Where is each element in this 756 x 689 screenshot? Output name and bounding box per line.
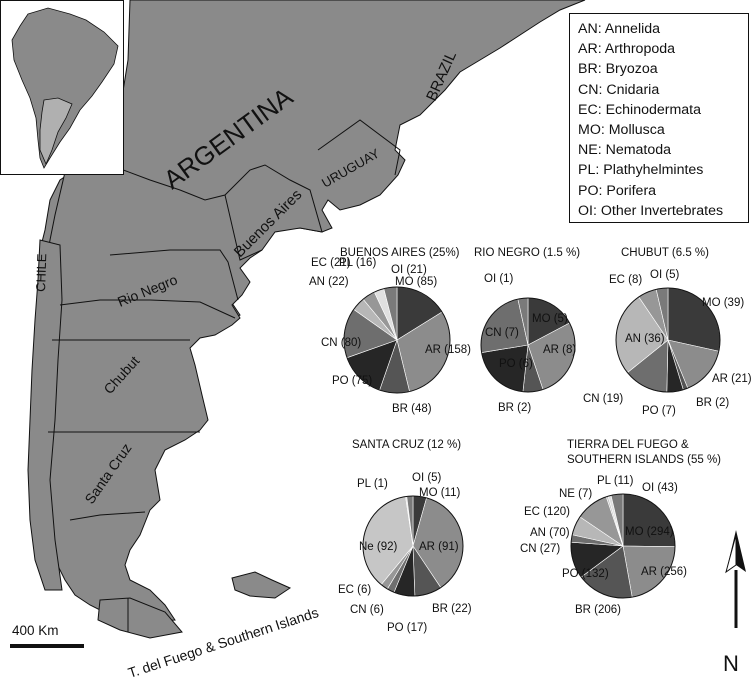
legend-item: EC: Echinodermata <box>578 101 702 118</box>
argentina-highlight <box>39 97 73 166</box>
south-america-outline <box>11 7 119 169</box>
pie-chart: CHUBUT (6.5 %) MO (39) AR (21) BR (2) PO (7)… <box>583 247 752 417</box>
pie-title: TIERRA DEL FUEGO & <box>567 439 689 451</box>
pie-label-pl: PL (1) <box>357 478 388 490</box>
pie-label-pl: PL (11) <box>597 475 634 487</box>
pie-label-br: BR (2) <box>696 397 729 409</box>
pie-label-ar: AR (256) <box>641 566 687 578</box>
pie-label-mo: MO (294) <box>625 526 674 538</box>
pie-label-mo: MO (85) <box>395 276 437 288</box>
pie-label-an: AN (70) <box>530 527 570 539</box>
north-arrow-icon <box>725 530 746 628</box>
pie-label-an: AN (22) <box>309 276 349 288</box>
pie-chart: RIO NEGRO (1.5 %) MO (5) AR (8) BR (2) PO (6… <box>474 247 580 414</box>
pie-label-oi: OI (5) <box>412 472 442 484</box>
pie-title: BUENOS AIRES (25%) <box>340 247 460 259</box>
pie-label-mo: MO (39) <box>702 297 744 309</box>
legend-item: PO: Porifera <box>578 182 657 199</box>
pie-title: SANTA CRUZ (12 %) <box>352 439 461 451</box>
pie-outline <box>343 286 451 394</box>
legend-item: PL: Plathyhelmintes <box>578 162 704 179</box>
scale-label: 400 Km <box>12 623 59 638</box>
pie-label-br: BR (48) <box>392 403 432 415</box>
pie-label-ar: AR (158) <box>425 344 471 356</box>
pie-label-cn: CN (19) <box>583 393 623 405</box>
pie-title: RIO NEGRO (1.5 %) <box>474 247 580 259</box>
pie-title: SOUTHERN ISLANDS (55 %) <box>567 454 721 466</box>
pie-label-ne: Ne (92) <box>359 541 398 553</box>
pie-label-an: AN (36) <box>625 333 665 345</box>
pie-label-ar: AR (8) <box>543 344 576 356</box>
legend-item: AN: Annelida <box>578 21 661 37</box>
pie-slice-mo <box>622 493 676 548</box>
pie-label-br: BR (2) <box>498 402 531 414</box>
inset-map <box>0 0 124 175</box>
north-label: N <box>723 651 739 676</box>
pie-label-mo: MO (11) <box>419 487 460 499</box>
pie-label-ar: AR (21) <box>712 373 752 385</box>
legend-item: BR: Bryozoa <box>578 61 658 78</box>
pie-label-ne: NE (7) <box>559 488 592 500</box>
label-chile: CHILE <box>33 253 49 292</box>
pie-label-cn: CN (6) <box>350 604 384 616</box>
pie-title: CHUBUT (6.5 %) <box>621 247 709 259</box>
pie-label-oi: OI (5) <box>650 269 680 281</box>
pie-outline <box>480 297 576 393</box>
pie-outline <box>615 287 721 393</box>
province-borders <box>48 119 401 521</box>
legend-item: CN: Cnidaria <box>578 81 660 98</box>
legend-box: AN: Annelida AR: Arthropoda BR: Bryozoa … <box>569 13 749 223</box>
pie-label-oi: OI (43) <box>642 482 678 494</box>
pie-label-oi: OI (21) <box>391 264 427 276</box>
pie-outline <box>570 493 676 599</box>
falkland-islands <box>231 571 292 599</box>
pie-label-po: PO (132) <box>562 568 609 580</box>
pie-label-ar: AR (91) <box>419 541 459 553</box>
pie-label-pl: PL (16) <box>339 257 376 269</box>
pie-label-br: BR (22) <box>432 603 472 615</box>
pie-label-ec: EC (8) <box>609 274 642 286</box>
scale-bar-line <box>10 644 84 648</box>
legend-item: MO: Mollusca <box>578 122 665 139</box>
pie-label-cn: CN (80) <box>321 337 361 349</box>
pie-label-po: PO (17) <box>387 622 427 634</box>
legend-item: OI: Other Invertebrates <box>578 202 724 219</box>
pie-chart: SANTA CRUZ (12 %) MO (11) AR (91) BR (22) PO… <box>338 439 472 634</box>
pie-label-mo: MO (5) <box>532 313 568 325</box>
pie-label-ec: EC (21) <box>311 257 351 269</box>
tierra-del-fuego-islands <box>97 597 183 639</box>
pie-label-br: BR (206) <box>575 604 621 616</box>
legend-item: NE: Nematoda <box>578 142 672 159</box>
pie-label-cn: CN (27) <box>520 543 560 555</box>
pie-label-po: PO (75) <box>332 375 372 387</box>
pie-label-ec: EC (120) <box>524 506 570 518</box>
pie-label-ec: EC (6) <box>338 584 371 596</box>
pie-outline <box>362 495 464 597</box>
pie-label-po: PO (6) <box>499 358 533 370</box>
pie-label-cn: CN (7) <box>485 327 519 339</box>
pie-chart: BUENOS AIRES (25%) MO (85) AR (158) BR (48)… <box>309 247 471 415</box>
pie-label-po: PO (7) <box>642 405 676 417</box>
pie-chart: TIERRA DEL FUEGO & SOUTHERN ISLANDS (55 %… <box>520 439 721 616</box>
legend-item: AR: Arthropoda <box>578 41 676 58</box>
pie-label-oi: OI (1) <box>484 273 514 285</box>
